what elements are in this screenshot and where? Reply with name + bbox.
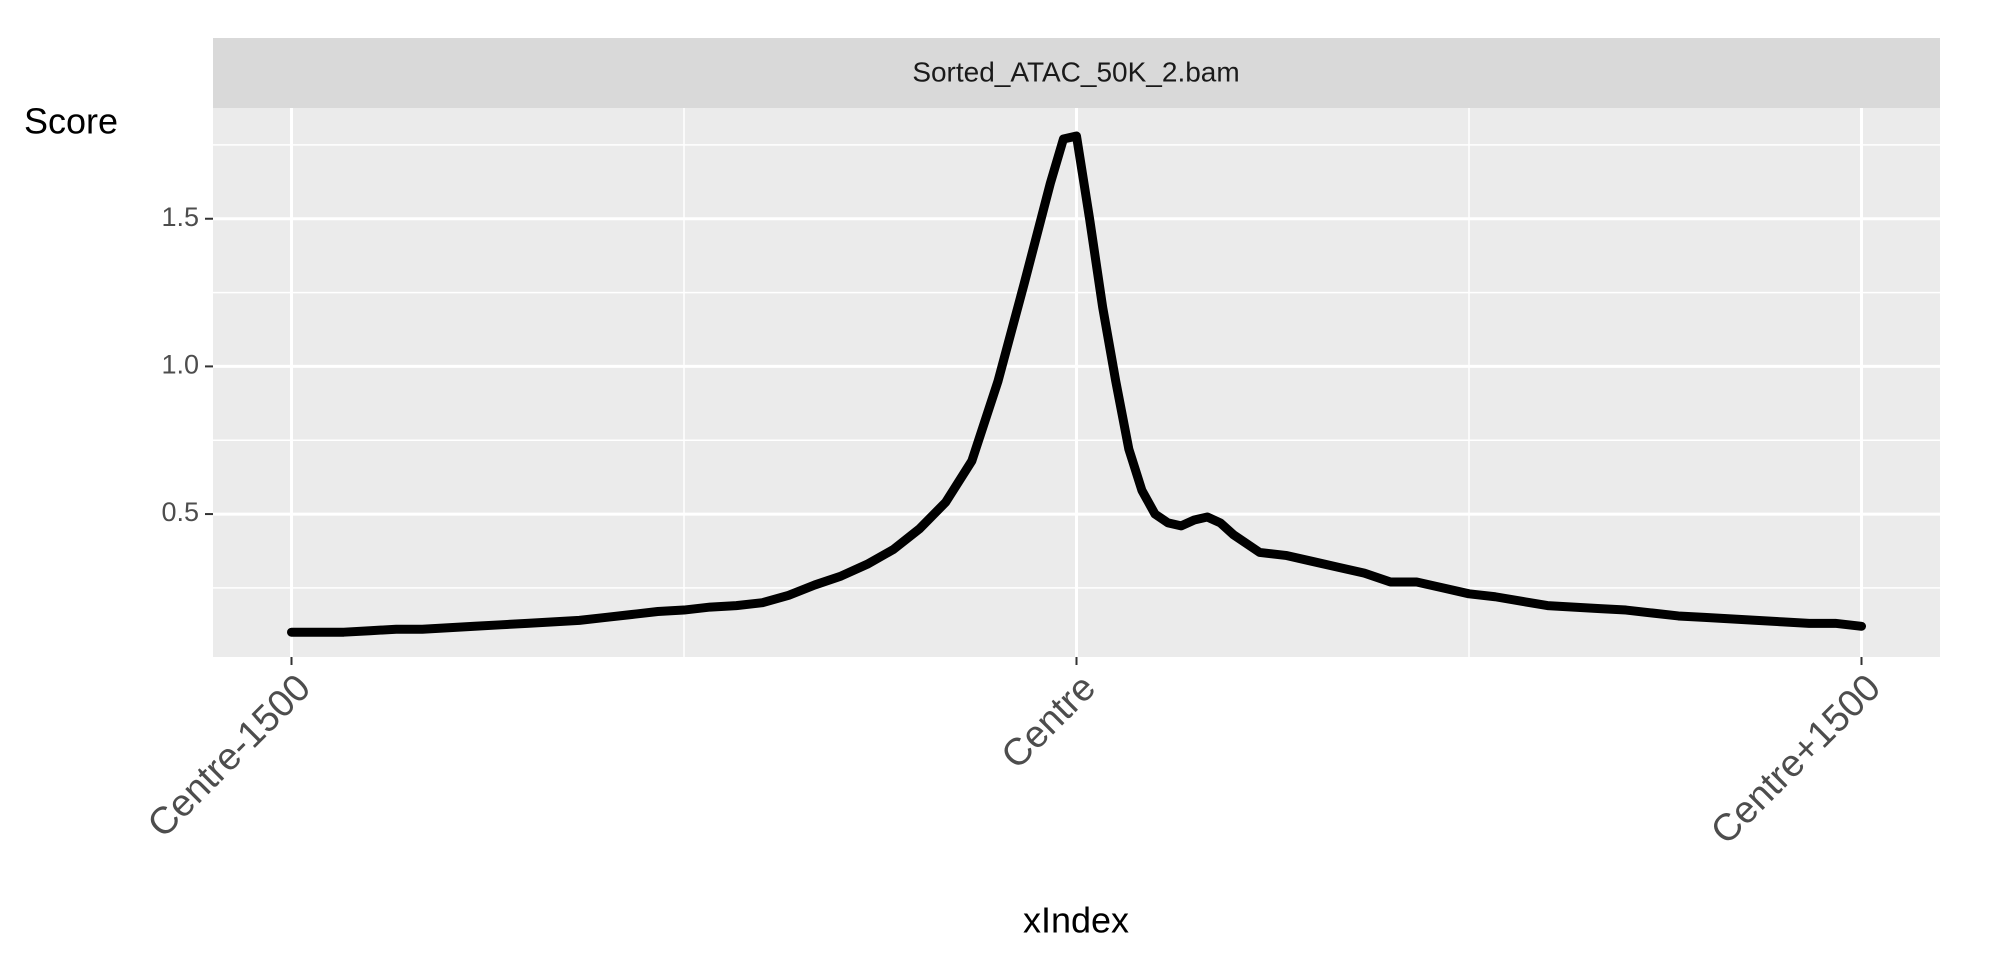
x-tick-label: Centre [994, 667, 1104, 777]
plot-area [287, 131, 1866, 637]
x-tick-label: Centre-1500 [140, 667, 319, 846]
panel-title: Sorted_ATAC_50K_2.bam [912, 56, 1239, 87]
y-tick-label: 1.0 [161, 350, 199, 380]
y-axis-title: Score [24, 101, 118, 142]
x-tick-label: Centre+1500 [1703, 667, 1889, 853]
x-axis-title: xIndex [1023, 900, 1129, 941]
panel-strip [213, 38, 1940, 108]
y-tick-label: 1.5 [161, 202, 199, 232]
line-series [287, 131, 1866, 637]
y-tick-label: 0.5 [161, 497, 199, 527]
